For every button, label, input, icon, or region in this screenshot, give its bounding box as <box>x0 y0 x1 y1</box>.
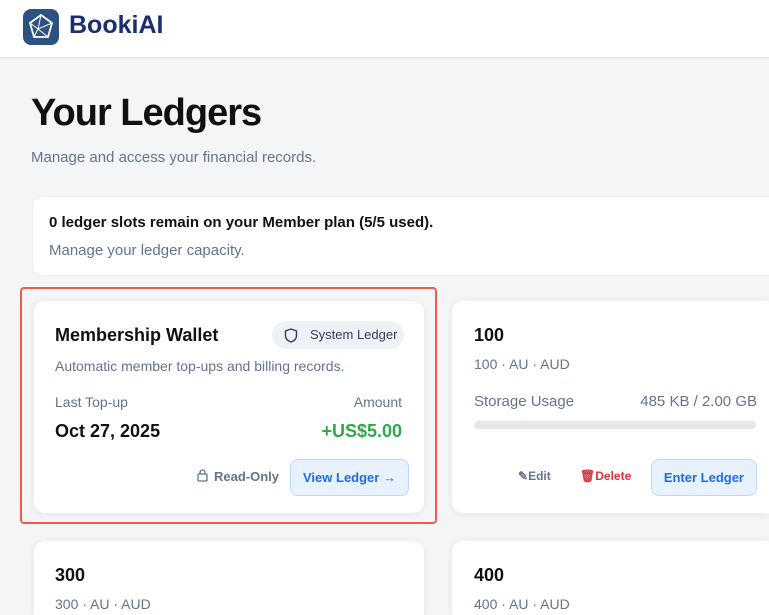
plan-notice: 0 ledger slots remain on your Member pla… <box>32 196 769 276</box>
ledger-card[interactable]: 400 400 · AU · AUD <box>451 540 769 615</box>
system-ledger-badge: System Ledger <box>272 321 404 349</box>
edit-button[interactable]: ✎Edit <box>518 469 551 483</box>
last-topup-date: Oct 27, 2025 <box>55 421 161 441</box>
read-only-label: Read-Only <box>214 469 280 484</box>
ledger-name: 400 <box>474 565 505 585</box>
shield-icon <box>284 328 298 343</box>
bookiai-logo-icon[interactable] <box>23 9 59 45</box>
delete-label: Delete <box>595 469 632 483</box>
view-ledger-label: View Ledger <box>303 470 380 485</box>
storage-value: 485 KB / 2.00 GB <box>640 393 757 410</box>
delete-button[interactable]: 🗑Delete <box>580 469 631 483</box>
notice-headline: 0 ledger slots remain on your Member pla… <box>49 214 434 231</box>
arrow-right-icon: → <box>382 470 396 485</box>
page-title: Your Ledgers <box>31 92 262 134</box>
enter-ledger-label: Enter Ledger <box>663 470 744 485</box>
enter-ledger-button[interactable]: Enter Ledger <box>650 459 757 496</box>
page-subtitle: Manage and access your financial records… <box>31 149 317 166</box>
brand-name[interactable]: BookiAI <box>69 11 164 39</box>
edit-label: Edit <box>528 469 551 483</box>
view-ledger-button[interactable]: View Ledger → <box>290 459 409 496</box>
highlight-outline <box>20 287 437 524</box>
ledger-meta: 100 · AU · AUD <box>474 356 570 372</box>
ledger-meta: 300 · AU · AUD <box>55 596 151 612</box>
ledger-name: 300 <box>55 565 86 585</box>
pencil-icon: ✎ <box>518 469 529 483</box>
badge-label: System Ledger <box>310 327 398 342</box>
ledger-card[interactable]: 100 100 · AU · AUD Storage Usage 485 KB … <box>451 300 769 514</box>
notice-detail: Manage your ledger capacity. <box>49 242 245 259</box>
lock-icon <box>197 469 208 482</box>
card-title: Membership Wallet <box>55 325 219 345</box>
storage-label: Storage Usage <box>474 393 575 410</box>
storage-progress-bar <box>474 421 756 429</box>
top-header: BookiAI <box>0 0 769 58</box>
ledger-card[interactable]: 300 300 · AU · AUD <box>33 540 425 615</box>
amount-value: +US$5.00 <box>321 421 402 441</box>
ledger-name: 100 <box>474 325 505 345</box>
system-ledger-card: Membership Wallet System Ledger Automati… <box>33 300 425 514</box>
amount-label: Amount <box>353 394 402 410</box>
ledger-meta: 400 · AU · AUD <box>474 596 570 612</box>
last-topup-label: Last Top-up <box>55 394 128 410</box>
card-description: Automatic member top-ups and billing rec… <box>55 358 345 374</box>
read-only-indicator: Read-Only <box>197 469 279 484</box>
trash-icon: 🗑 <box>580 469 596 483</box>
